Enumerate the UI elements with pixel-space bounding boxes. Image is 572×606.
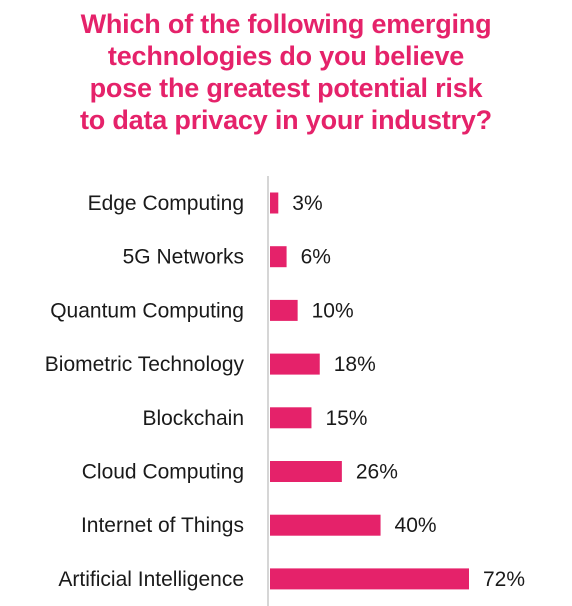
value-label: 18%: [334, 353, 376, 376]
chart-title: Which of the following emerging technolo…: [0, 8, 572, 136]
category-label: Internet of Things: [81, 514, 244, 537]
title-line-3: pose the greatest potential risk: [89, 73, 483, 103]
value-label: 6%: [301, 246, 331, 269]
bar: [270, 353, 320, 375]
value-label: 15%: [325, 407, 367, 430]
title-line-2: technologies do you believe: [107, 41, 465, 71]
bars-layer: Edge Computing 3% 5G Networks 6% Quantum Com…: [45, 192, 525, 591]
bar: [270, 407, 312, 429]
bar: [270, 568, 469, 590]
bar: [270, 299, 298, 321]
bar: [270, 514, 381, 536]
category-label: Quantum Computing: [50, 299, 244, 322]
value-label: 40%: [395, 514, 437, 537]
value-label: 26%: [356, 461, 398, 484]
title-line-1: Which of the following emerging: [80, 9, 492, 39]
category-label: Cloud Computing: [82, 461, 244, 484]
bar: [270, 461, 342, 482]
value-label: 10%: [312, 299, 354, 322]
category-label: Edge Computing: [88, 192, 244, 215]
value-label: 3%: [292, 192, 322, 215]
category-label: Blockchain: [142, 407, 244, 430]
title-line-4: to data privacy in your industry?: [80, 105, 492, 135]
bar: [270, 246, 287, 268]
bar: [270, 192, 279, 214]
category-label: Artificial Intelligence: [58, 568, 244, 591]
category-label: Biometric Technology: [45, 353, 245, 376]
category-label: 5G Networks: [123, 246, 244, 269]
value-label: 72%: [483, 568, 525, 591]
